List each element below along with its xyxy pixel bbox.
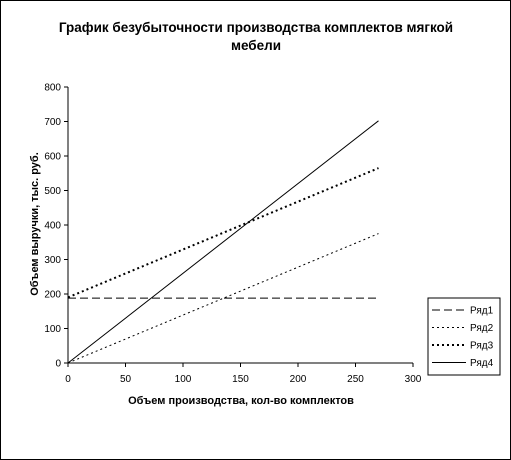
legend-label-2: Ряд2 [470, 323, 494, 334]
x-axis-label: Объем производства, кол-во комплектов [128, 395, 354, 407]
series-line-2 [67, 233, 379, 364]
y-tick-label: 300 [44, 255, 61, 266]
x-tick-label: 200 [290, 374, 307, 385]
y-tick-label: 100 [44, 324, 61, 335]
axes: 0 100 200 300 400 500 600 700 800 0 50 100 150 200 250… [44, 83, 421, 386]
chart-title-line-2: мебели [230, 38, 282, 53]
series-line-4 [67, 120, 379, 364]
y-tick-label: 700 [44, 117, 61, 128]
chart-title: График безубыточности производства компл… [41, 19, 471, 55]
x-tick-label: 150 [232, 374, 249, 385]
y-tick-label: 500 [44, 186, 61, 197]
chart-title-line-1: График безубыточности производства компл… [58, 20, 454, 35]
y-tick-label: 200 [44, 290, 61, 301]
y-tick-label: 800 [44, 83, 61, 94]
legend-label-1: Ряд1 [470, 306, 494, 317]
legend: Ряд1 Ряд2 Ряд3 Ряд4 [427, 297, 501, 376]
x-tick-label: 250 [347, 374, 364, 385]
legend-label-4: Ряд4 [470, 358, 494, 369]
x-tick-label: 300 [405, 374, 422, 385]
legend-label-3: Ряд3 [470, 341, 494, 352]
series-layer [67, 120, 379, 364]
series-line-3 [67, 167, 379, 299]
y-tick-label: 400 [44, 221, 61, 232]
x-tick-label: 100 [175, 374, 192, 385]
x-tick-label: 0 [65, 374, 71, 385]
y-tick-label: 0 [55, 359, 61, 370]
y-tick-label: 600 [44, 152, 61, 163]
x-tick-label: 50 [120, 374, 132, 385]
y-axis-label: Объем выручки, тыс. руб. [29, 152, 41, 296]
